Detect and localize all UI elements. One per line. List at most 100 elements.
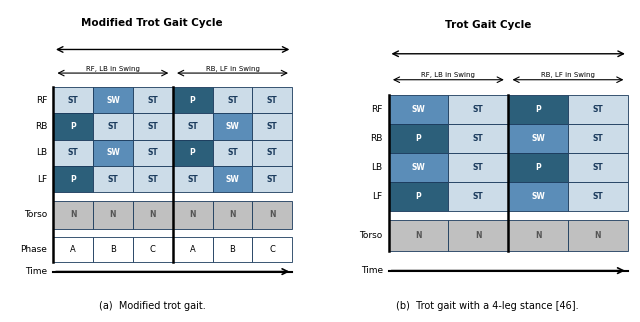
Bar — [508, 124, 568, 153]
Bar — [568, 220, 628, 251]
Bar — [388, 182, 449, 211]
Text: ST: ST — [267, 122, 278, 131]
Text: ST: ST — [473, 105, 484, 114]
Bar — [568, 124, 628, 153]
Text: SW: SW — [226, 122, 239, 131]
Bar — [252, 140, 292, 166]
Text: ST: ST — [473, 163, 484, 172]
Text: B: B — [230, 245, 236, 254]
Text: Trot Gait Cycle: Trot Gait Cycle — [445, 20, 531, 30]
Text: B: B — [110, 245, 116, 254]
Bar — [252, 201, 292, 229]
Text: C: C — [150, 245, 156, 254]
Bar — [449, 124, 508, 153]
Text: ST: ST — [108, 175, 118, 184]
Text: P: P — [189, 148, 195, 157]
Bar — [449, 220, 508, 251]
Text: N: N — [229, 210, 236, 219]
Bar — [173, 113, 212, 140]
Text: SW: SW — [106, 148, 120, 157]
Bar — [212, 201, 252, 229]
Text: ST: ST — [227, 148, 238, 157]
Text: Time: Time — [360, 266, 383, 275]
Text: P: P — [535, 163, 541, 172]
Text: N: N — [150, 210, 156, 219]
Bar — [93, 113, 133, 140]
Bar — [93, 87, 133, 113]
Text: N: N — [269, 210, 276, 219]
Bar — [449, 95, 508, 124]
Bar — [252, 113, 292, 140]
Bar — [173, 237, 212, 262]
Text: SW: SW — [531, 192, 545, 201]
Bar — [212, 237, 252, 262]
Bar — [212, 166, 252, 193]
Text: ST: ST — [188, 122, 198, 131]
Text: P: P — [189, 96, 195, 105]
Text: Modified Trot Gait Cycle: Modified Trot Gait Cycle — [81, 18, 223, 28]
Bar — [212, 113, 252, 140]
Text: P: P — [415, 192, 421, 201]
Bar — [388, 220, 449, 251]
Text: N: N — [70, 210, 76, 219]
Bar — [388, 95, 449, 124]
Text: P: P — [70, 122, 76, 131]
Bar — [53, 237, 93, 262]
Text: RF: RF — [36, 96, 47, 105]
Text: ST: ST — [593, 105, 604, 114]
Text: N: N — [189, 210, 196, 219]
Text: ST: ST — [147, 122, 158, 131]
Text: RB: RB — [371, 134, 383, 143]
Text: RB, LF in Swing: RB, LF in Swing — [541, 72, 595, 78]
Bar — [53, 113, 93, 140]
Text: ST: ST — [227, 96, 238, 105]
Bar — [53, 166, 93, 193]
Text: Torso: Torso — [24, 210, 47, 219]
Text: ST: ST — [68, 148, 78, 157]
Text: ST: ST — [593, 163, 604, 172]
Text: A: A — [70, 245, 76, 254]
Bar — [53, 140, 93, 166]
Text: P: P — [535, 105, 541, 114]
Bar — [212, 87, 252, 113]
Bar — [133, 237, 173, 262]
Bar — [252, 87, 292, 113]
Bar — [252, 166, 292, 193]
Text: (b)  Trot gait with a 4-leg stance [46].: (b) Trot gait with a 4-leg stance [46]. — [396, 301, 579, 311]
Bar — [388, 153, 449, 182]
Text: ST: ST — [147, 148, 158, 157]
Bar — [508, 220, 568, 251]
Bar — [53, 87, 93, 113]
Text: LB: LB — [372, 163, 383, 172]
Bar — [93, 140, 133, 166]
Bar — [133, 87, 173, 113]
Text: ST: ST — [267, 96, 278, 105]
Bar — [133, 166, 173, 193]
Text: N: N — [109, 210, 116, 219]
Text: Torso: Torso — [360, 231, 383, 240]
Bar — [173, 140, 212, 166]
Text: ST: ST — [267, 148, 278, 157]
Text: N: N — [475, 231, 481, 240]
Bar — [508, 95, 568, 124]
Bar — [133, 201, 173, 229]
Text: (a)  Modified trot gait.: (a) Modified trot gait. — [99, 301, 205, 311]
Bar — [212, 140, 252, 166]
Text: ST: ST — [147, 175, 158, 184]
Text: SW: SW — [106, 96, 120, 105]
Text: ST: ST — [108, 122, 118, 131]
Text: RF, LB in Swing: RF, LB in Swing — [86, 66, 140, 72]
Text: P: P — [415, 134, 421, 143]
Bar — [133, 140, 173, 166]
Bar — [508, 153, 568, 182]
Text: N: N — [535, 231, 541, 240]
Text: LF: LF — [37, 175, 47, 184]
Text: ST: ST — [473, 192, 484, 201]
Text: SW: SW — [412, 163, 426, 172]
Bar — [173, 87, 212, 113]
Text: SW: SW — [412, 105, 426, 114]
Bar — [568, 95, 628, 124]
Text: LB: LB — [36, 148, 47, 157]
Text: ST: ST — [267, 175, 278, 184]
Bar — [93, 166, 133, 193]
